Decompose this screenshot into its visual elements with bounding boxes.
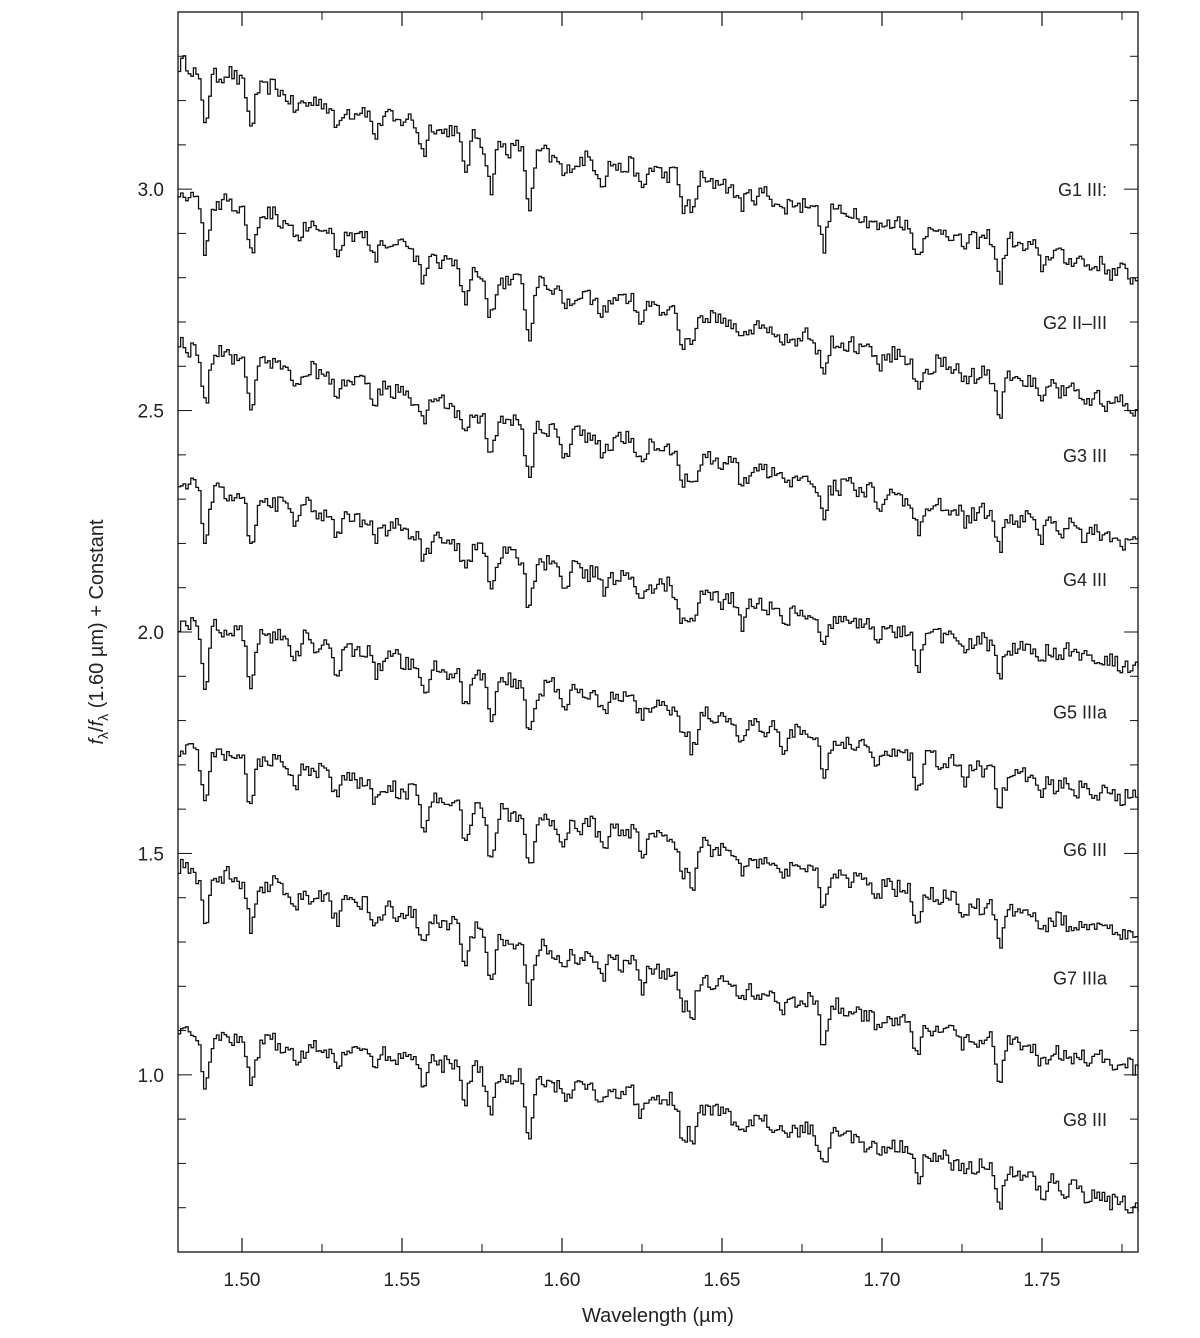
y-axis-title-sub1: λ	[95, 732, 111, 739]
series-label: G8 III	[1063, 1110, 1107, 1130]
spectrum-line	[178, 743, 1139, 949]
x-tick-label: 1.60	[544, 1270, 581, 1291]
y-tick-label: 2.5	[138, 402, 164, 423]
y-axis-title-f1: f	[86, 737, 108, 745]
spectrum-line	[178, 191, 1139, 419]
x-tick-label: 1.50	[224, 1270, 261, 1291]
y-axis-title-sub2: λ	[95, 714, 111, 721]
x-tick-label: 1.55	[384, 1270, 421, 1291]
series-label: G7 IIIa	[1053, 968, 1108, 988]
y-axis-title-slash: /	[86, 726, 108, 732]
y-axis-title-f2: f	[86, 718, 108, 726]
x-tick-labels: 1.50 1.55 1.60 1.65 1.70 1.75	[224, 1270, 1061, 1291]
spectrum-line	[178, 336, 1139, 553]
x-tick-label: 1.70	[864, 1270, 901, 1291]
y-tick-labels: 1.0 1.5 2.0 2.5 3.0	[138, 180, 164, 1087]
spectra-series	[178, 55, 1139, 1214]
spectrum-line	[178, 617, 1139, 810]
spectrum-line	[178, 55, 1139, 285]
spectrum-line	[178, 858, 1139, 1083]
series-label: G4 III	[1063, 570, 1107, 590]
y-tick-label: 2.0	[138, 623, 164, 644]
series-labels: G1 III: G2 II–III G3 III G4 III G5 IIIa G6 II…	[1043, 180, 1108, 1130]
y-axis-title-rest: (1.60 µm) + Constant	[86, 519, 108, 714]
y-tick-label: 1.0	[138, 1066, 164, 1087]
y-tick-label: 1.5	[138, 844, 164, 865]
y-axis-title: fλ/fλ (1.60 µm) + Constant	[86, 519, 111, 745]
y-tick-label: 3.0	[138, 180, 164, 201]
spectrum-line	[178, 477, 1139, 680]
plot-frame	[177, 11, 1139, 1253]
series-label: G1 III:	[1058, 180, 1107, 200]
series-label: G2 II–III	[1043, 313, 1107, 333]
series-label: G3 III	[1063, 446, 1107, 466]
series-label: G5 IIIa	[1053, 703, 1108, 723]
spectrum-line	[178, 1026, 1139, 1214]
axis-ticks	[178, 12, 1138, 1252]
x-axis-title: Wavelength (µm)	[582, 1305, 734, 1327]
x-tick-label: 1.75	[1024, 1270, 1061, 1291]
series-label: G6 III	[1063, 840, 1107, 860]
x-tick-label: 1.65	[704, 1270, 741, 1291]
